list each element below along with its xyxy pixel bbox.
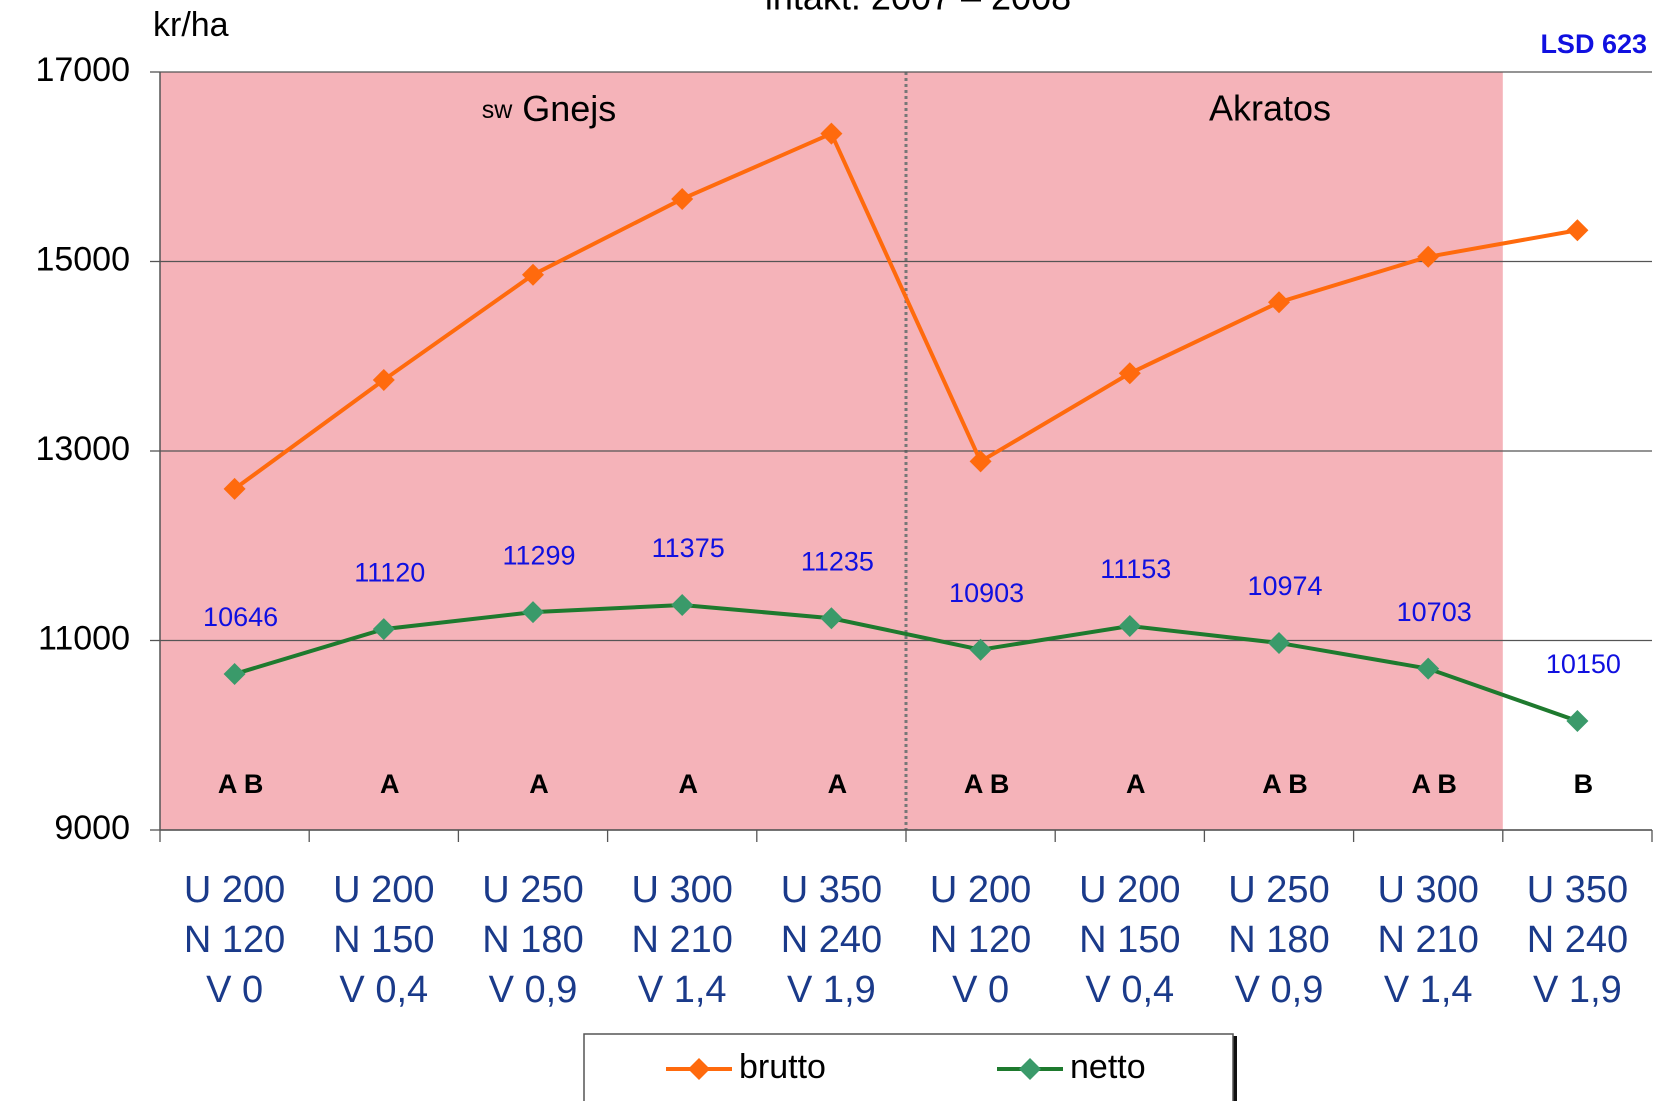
x-tick-label: V 0,9 (1235, 969, 1324, 1011)
data-label: 11153 (1100, 554, 1171, 584)
x-tick-label: N 150 (1079, 919, 1180, 961)
data-point (820, 607, 843, 630)
x-tick-label: V 0,4 (1085, 969, 1174, 1011)
x-tick-label: N 210 (1377, 919, 1478, 961)
y-tick-label: 11000 (38, 619, 130, 657)
data-point (223, 663, 246, 686)
group-letter: A (678, 769, 698, 799)
x-tick-label: V 0,9 (489, 969, 578, 1011)
x-tick-label: N 240 (781, 919, 882, 961)
x-tick-label: V 0,4 (339, 969, 428, 1011)
data-point (820, 122, 843, 145)
group-letter: A B (1262, 769, 1308, 799)
x-tick-label: N 120 (930, 919, 1031, 961)
x-tick-label: U 300 (631, 869, 732, 911)
x-tick-label: V 0 (952, 969, 1009, 1011)
data-label: 11235 (801, 546, 874, 576)
x-tick-label: U 200 (1079, 869, 1180, 911)
x-tick-label: N 240 (1527, 919, 1628, 961)
x-tick-label: V 0 (206, 969, 263, 1011)
data-point (1118, 615, 1141, 638)
legend-marker (1019, 1058, 1041, 1080)
x-tick-label: U 350 (1527, 869, 1628, 911)
group-name: Gnejs (522, 88, 616, 129)
data-label: 10150 (1546, 649, 1621, 679)
x-tick-label: U 200 (184, 869, 285, 911)
data-point (1268, 631, 1290, 654)
group-letter: A (1126, 769, 1146, 799)
group-prefix: sw (482, 96, 514, 124)
data-point (969, 450, 992, 473)
legend-marker (688, 1058, 710, 1080)
data-point (671, 187, 694, 210)
x-tick-label: U 300 (1377, 869, 1478, 911)
group-letter: A (828, 769, 848, 799)
legend-label: brutto (739, 1048, 826, 1086)
group-label: Akratos (1209, 88, 1331, 129)
y-tick-label: 13000 (35, 430, 130, 468)
data-point (1268, 291, 1290, 314)
group-letter: A (380, 769, 400, 799)
x-tick-label: V 1,4 (1384, 969, 1473, 1011)
data-label: 11120 (354, 557, 425, 587)
group-label: sw Gnejs (482, 88, 617, 129)
lsd-annotation: LSD 623 (1540, 29, 1647, 59)
data-point (671, 593, 694, 616)
data-label: 10974 (1247, 571, 1322, 601)
legend-label: netto (1070, 1048, 1146, 1086)
data-point (1118, 362, 1141, 385)
data-point (1417, 245, 1440, 268)
x-tick-label: U 200 (930, 869, 1031, 911)
y-tick-label: 9000 (54, 809, 130, 847)
data-point (969, 638, 992, 661)
data-label: 10703 (1397, 597, 1472, 627)
x-tick-label: U 250 (482, 869, 583, 911)
data-label: 11375 (652, 533, 725, 563)
x-tick-label: V 1,9 (787, 969, 876, 1011)
data-label: 10646 (203, 602, 278, 632)
data-point (522, 263, 544, 286)
data-point (372, 368, 395, 391)
y-tick-label: 17000 (35, 51, 130, 89)
x-tick-label: N 210 (631, 919, 732, 961)
group-letter: A B (218, 769, 264, 799)
data-label: 11299 (502, 540, 575, 570)
x-tick-label: N 180 (1228, 919, 1329, 961)
group-letter: A B (1411, 769, 1457, 799)
chart-title: intakt. 2007 – 2008 (765, 0, 1071, 18)
data-label: 10903 (949, 578, 1024, 608)
y-axis-label: kr/ha (153, 6, 229, 44)
x-tick-label: U 250 (1228, 869, 1329, 911)
group-letter: B (1574, 769, 1594, 799)
data-point (372, 618, 395, 641)
x-tick-label: U 350 (781, 869, 882, 911)
y-tick-label: 15000 (35, 240, 130, 278)
data-point (1566, 710, 1589, 733)
data-point (522, 601, 544, 624)
x-tick-label: N 120 (184, 919, 285, 961)
series-line (233, 130, 1578, 491)
data-point (1417, 657, 1440, 680)
x-tick-label: U 200 (333, 869, 434, 911)
data-point (1566, 219, 1589, 242)
x-tick-label: N 180 (482, 919, 583, 961)
series-line (234, 602, 1579, 723)
group-letter: A B (964, 769, 1010, 799)
group-letter: A (529, 769, 549, 799)
data-point (223, 477, 246, 500)
x-tick-label: V 1,9 (1533, 969, 1622, 1011)
x-tick-label: N 150 (333, 919, 434, 961)
x-tick-label: V 1,4 (638, 969, 727, 1011)
